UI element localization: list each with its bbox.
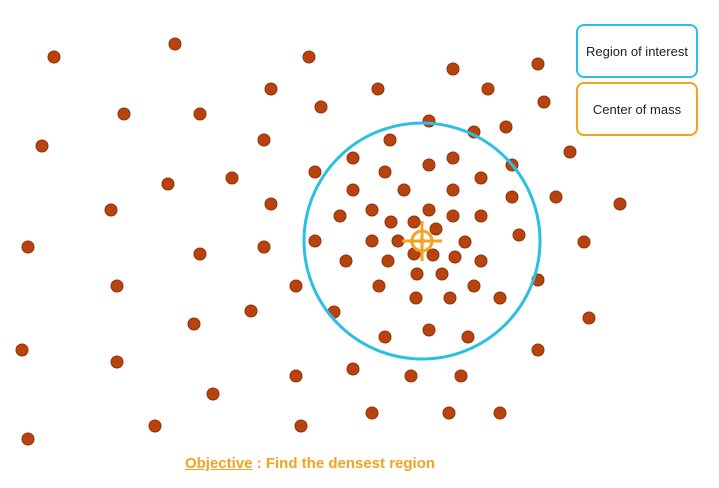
data-point <box>407 215 421 229</box>
data-point <box>15 343 29 357</box>
data-point <box>294 419 308 433</box>
data-point <box>378 165 392 179</box>
data-point <box>474 171 488 185</box>
legend-region-label: Region of interest <box>586 43 688 59</box>
data-point <box>446 62 460 76</box>
data-point <box>446 183 460 197</box>
data-point <box>257 240 271 254</box>
data-point <box>426 248 440 262</box>
data-point <box>371 82 385 96</box>
data-point <box>244 304 258 318</box>
data-point <box>446 209 460 223</box>
data-point <box>104 203 118 217</box>
data-point <box>148 419 162 433</box>
data-point <box>384 215 398 229</box>
data-point <box>537 95 551 109</box>
data-point <box>531 343 545 357</box>
data-point <box>422 203 436 217</box>
data-point <box>481 82 495 96</box>
data-point <box>409 291 423 305</box>
data-point <box>302 50 316 64</box>
data-point <box>117 107 131 121</box>
data-point <box>308 165 322 179</box>
data-point <box>549 190 563 204</box>
data-point <box>410 267 424 281</box>
data-point <box>308 234 322 248</box>
data-point <box>264 197 278 211</box>
region-of-interest-circle <box>302 121 542 361</box>
data-point <box>383 133 397 147</box>
data-point <box>264 82 278 96</box>
objective-text: Find the densest region <box>265 455 436 472</box>
data-point <box>499 120 513 134</box>
data-point <box>582 311 596 325</box>
data-points <box>15 37 627 446</box>
data-point <box>339 254 353 268</box>
data-point <box>35 139 49 153</box>
data-point <box>446 151 460 165</box>
data-point <box>563 145 577 159</box>
data-point <box>443 291 457 305</box>
data-point <box>289 369 303 383</box>
data-point <box>193 107 207 121</box>
data-point <box>346 151 360 165</box>
data-point <box>378 330 392 344</box>
data-point <box>613 197 627 211</box>
data-point <box>531 57 545 71</box>
data-point <box>474 254 488 268</box>
data-point <box>467 279 481 293</box>
data-point <box>346 183 360 197</box>
legend-region-of-interest: Region of interest <box>576 24 698 78</box>
data-point <box>333 209 347 223</box>
legend-center-label: Center of mass <box>592 101 682 117</box>
data-point <box>448 250 462 264</box>
data-point <box>458 235 472 249</box>
data-point <box>365 203 379 217</box>
data-point <box>474 209 488 223</box>
data-point <box>110 279 124 293</box>
data-point <box>47 50 61 64</box>
data-point <box>422 323 436 337</box>
data-point <box>314 100 328 114</box>
data-point <box>21 240 35 254</box>
data-point <box>577 235 591 249</box>
data-point <box>422 114 436 128</box>
crosshair-target-icon <box>402 221 442 261</box>
data-point <box>225 171 239 185</box>
data-point <box>505 190 519 204</box>
data-point <box>193 247 207 261</box>
data-point <box>187 317 201 331</box>
data-point <box>110 355 124 369</box>
objective-label: Objective <box>184 455 253 472</box>
data-point <box>493 406 507 420</box>
data-point <box>365 406 379 420</box>
data-point <box>168 37 182 51</box>
objective-separator: : <box>252 455 266 472</box>
data-point <box>512 228 526 242</box>
data-point <box>346 362 360 376</box>
data-point <box>206 387 220 401</box>
data-point <box>461 330 475 344</box>
data-point <box>397 183 411 197</box>
data-point <box>435 267 449 281</box>
data-point <box>365 234 379 248</box>
data-point <box>21 432 35 446</box>
data-point <box>289 279 303 293</box>
legend-center-of-mass: Center of mass <box>576 82 698 136</box>
data-point <box>372 279 386 293</box>
data-point <box>442 406 456 420</box>
data-point <box>422 158 436 172</box>
data-point <box>381 254 395 268</box>
objective-caption: Objective : Find the densest region <box>0 455 620 472</box>
data-point <box>161 177 175 191</box>
data-point <box>429 222 443 236</box>
data-point <box>257 133 271 147</box>
data-point <box>454 369 468 383</box>
data-point <box>404 369 418 383</box>
data-point <box>493 291 507 305</box>
